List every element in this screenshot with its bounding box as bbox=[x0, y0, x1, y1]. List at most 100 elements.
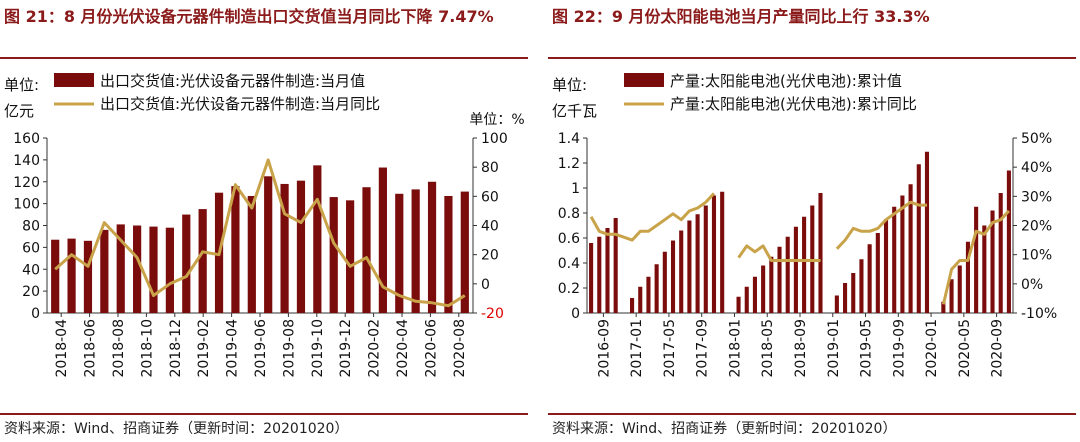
chart-title: 图 22：9 月份太阳能电池当月产量同比上行 33.3% bbox=[552, 7, 930, 26]
left-unit-label: 单位: bbox=[4, 76, 39, 94]
legend-label-bar: 出口交货值:光伏设备元器件制造:当月值 bbox=[100, 72, 365, 90]
legend-swatch-bar bbox=[54, 73, 94, 87]
bar bbox=[165, 227, 174, 313]
left-tick-label: 140 bbox=[13, 153, 40, 169]
bar bbox=[378, 167, 387, 313]
left-tick-label: 40 bbox=[22, 262, 40, 278]
chart-title: 图 21：8 月份光伏设备元器件制造出口交货值当月同比下降 7.47% bbox=[4, 7, 494, 26]
right-tick-label: 0 bbox=[481, 277, 490, 293]
bar bbox=[313, 165, 322, 313]
right-tick-label: 60 bbox=[481, 189, 499, 205]
bar bbox=[630, 298, 635, 313]
bar bbox=[998, 193, 1003, 313]
bar bbox=[695, 214, 700, 313]
series-line bbox=[737, 244, 821, 262]
bar bbox=[597, 236, 602, 313]
bar bbox=[843, 283, 848, 313]
left-tick-label: 0 bbox=[31, 306, 40, 322]
left-tick-label: 0.4 bbox=[558, 256, 580, 272]
x-tick-label: 2019-10 bbox=[310, 319, 326, 378]
x-tick-label: 2018-01 bbox=[727, 319, 743, 378]
left-tick-label: 1.4 bbox=[558, 131, 580, 147]
bar bbox=[411, 189, 420, 313]
left-tick-label: 80 bbox=[22, 219, 40, 235]
right-tick-label: 0% bbox=[1021, 277, 1043, 293]
x-tick-label: 2017-05 bbox=[662, 319, 678, 378]
bar bbox=[182, 214, 191, 313]
left-tick-label: 100 bbox=[13, 197, 40, 213]
bar bbox=[198, 209, 207, 313]
right-tick-label: -20 bbox=[481, 306, 504, 322]
x-tick-label: 2019-04 bbox=[225, 319, 241, 378]
x-tick-label: 2019-12 bbox=[338, 319, 354, 378]
x-tick-label: 2019-05 bbox=[859, 319, 875, 378]
bar bbox=[1006, 170, 1011, 313]
x-tick-label: 2020-09 bbox=[990, 319, 1006, 378]
bar bbox=[460, 191, 469, 313]
left-unit-label: 亿元 bbox=[4, 102, 34, 120]
left-tick-label: 0.8 bbox=[558, 206, 580, 222]
right-unit-label: 单位：% bbox=[469, 112, 524, 128]
bar bbox=[949, 279, 954, 313]
bar bbox=[834, 295, 839, 313]
x-tick-label: 2019-09 bbox=[891, 319, 907, 378]
x-tick-label: 2018-09 bbox=[793, 319, 809, 378]
bar bbox=[427, 181, 437, 313]
bar bbox=[924, 151, 930, 313]
chart-left-svg: 0 20 40 60 80 100 120 140 160 -20 0 20 40 60 80 100 2018… bbox=[4, 72, 525, 378]
bar bbox=[329, 197, 338, 313]
legend-swatch-bar bbox=[624, 73, 664, 87]
x-tick-label: 2019-01 bbox=[826, 319, 842, 378]
bar bbox=[280, 183, 289, 313]
legend-label-bar: 产量:太阳能电池(光伏电池):累计值 bbox=[670, 72, 902, 90]
chart-source: 资料来源：Wind、招商证券（更新时间：20201020） bbox=[4, 421, 349, 437]
bar bbox=[613, 218, 618, 313]
left-tick-label: 120 bbox=[13, 175, 40, 191]
bar bbox=[133, 225, 142, 313]
right-tick-label: 10% bbox=[1021, 248, 1052, 264]
x-tick-label: 2017-09 bbox=[695, 319, 711, 378]
bar bbox=[777, 246, 782, 313]
bar bbox=[965, 241, 970, 313]
bar bbox=[867, 244, 872, 313]
bar bbox=[670, 240, 676, 313]
bar bbox=[362, 187, 371, 313]
bar bbox=[149, 226, 158, 313]
x-tick-label: 2020-06 bbox=[423, 319, 439, 378]
x-tick-label: 2020-08 bbox=[452, 319, 468, 378]
series-line bbox=[589, 192, 716, 242]
bar bbox=[982, 225, 987, 313]
bar bbox=[247, 195, 256, 313]
chart-panel-left: 图 21：8 月份光伏设备元器件制造出口交货值当月同比下降 7.47% 0 20 4… bbox=[0, 0, 532, 442]
x-tick-label: 2018-12 bbox=[168, 319, 184, 378]
bar bbox=[875, 233, 880, 313]
series-line bbox=[54, 158, 466, 308]
series-line bbox=[941, 209, 1010, 305]
left-tick-label: 1.2 bbox=[558, 156, 580, 172]
source-rule bbox=[548, 413, 1076, 415]
bar bbox=[916, 164, 921, 313]
bar bbox=[264, 176, 273, 313]
x-tick-label: 2018-08 bbox=[111, 319, 127, 378]
bar bbox=[296, 180, 306, 313]
chart-right-svg: 0 0.2 0.4 0.6 0.8 1 1.2 1.4 -10% 0% 10% 20% 30% 40% 50… bbox=[552, 72, 1057, 378]
right-tick-label: 30% bbox=[1021, 189, 1052, 205]
bar bbox=[100, 229, 109, 313]
chart-source: 资料来源：Wind、招商证券（更新时间：20201020） bbox=[552, 421, 897, 437]
bar bbox=[818, 193, 823, 313]
bar bbox=[116, 224, 125, 313]
x-tick-label: 2018-10 bbox=[139, 319, 155, 378]
bar bbox=[662, 251, 667, 313]
bar bbox=[444, 195, 453, 313]
bar bbox=[761, 265, 766, 313]
right-tick-label: 40 bbox=[481, 219, 499, 235]
x-tick-label: 2016-09 bbox=[596, 319, 612, 378]
bar bbox=[646, 276, 651, 313]
right-tick-label: 80 bbox=[481, 160, 499, 176]
legend-label-line: 出口交货值:光伏设备元器件制造:当月同比 bbox=[100, 95, 380, 113]
legend-label-line: 产量:太阳能电池(光伏电池):累计同比 bbox=[670, 95, 917, 113]
bar bbox=[83, 240, 93, 313]
x-tick-label: 2018-05 bbox=[760, 319, 776, 378]
bar bbox=[736, 296, 741, 313]
series-line bbox=[835, 200, 927, 250]
